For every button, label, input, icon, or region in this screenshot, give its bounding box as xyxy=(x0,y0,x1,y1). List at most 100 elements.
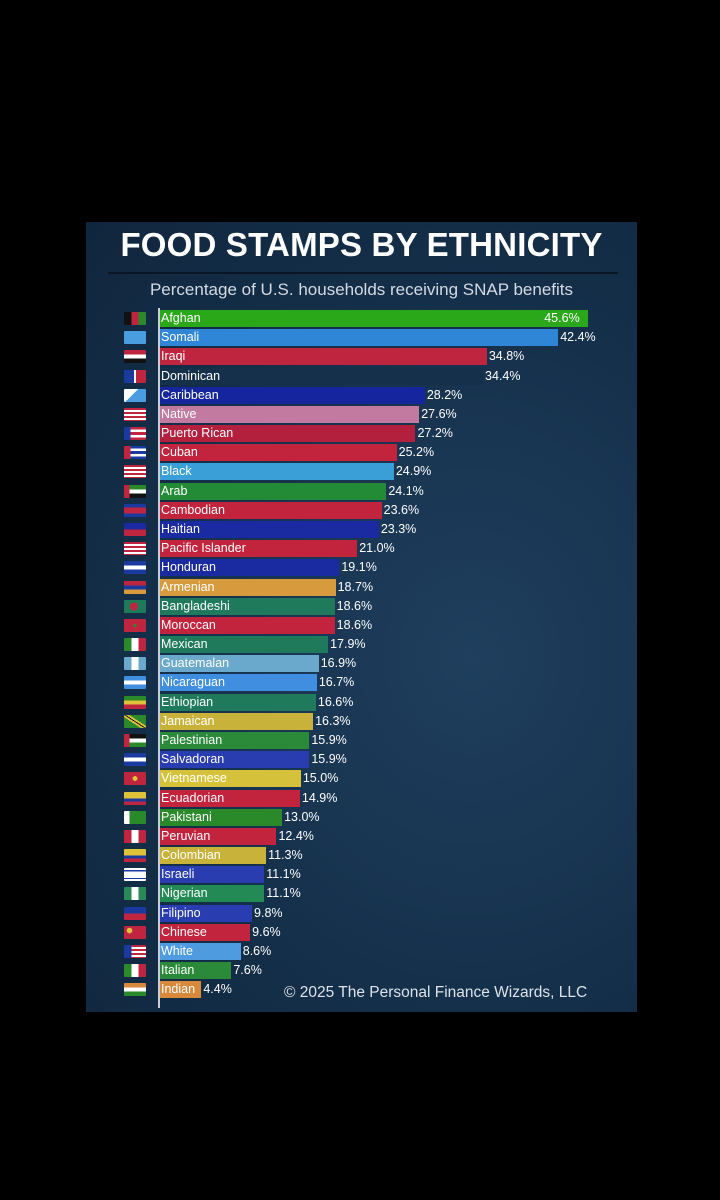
flag-icon xyxy=(124,906,146,920)
flag-icon xyxy=(124,810,146,824)
bar xyxy=(160,540,358,558)
category-label: Bangladeshi xyxy=(161,598,230,613)
bar xyxy=(160,559,340,577)
flag-icon xyxy=(124,983,146,997)
flag-icon xyxy=(124,599,146,613)
bar-row: Dominican 34.4% xyxy=(86,367,637,386)
bar-row: Somali 42.4% xyxy=(86,328,637,347)
data-label: 19.1% xyxy=(341,560,377,575)
bar-row: Arab 24.1% xyxy=(86,482,637,501)
bar-row: Nigerian 11.1% xyxy=(86,884,637,903)
bar-row: Chinese 9.6% xyxy=(86,923,637,942)
data-label: 21.0% xyxy=(359,541,395,556)
bar xyxy=(160,674,317,692)
bar xyxy=(160,520,379,538)
flag-icon xyxy=(124,503,146,517)
flag-icon xyxy=(124,580,146,594)
bar xyxy=(160,827,277,845)
data-label: 16.6% xyxy=(317,694,354,709)
flag-icon xyxy=(124,829,146,843)
bar-row: Bangladeshi 18.6% xyxy=(86,597,637,616)
flag-icon xyxy=(124,676,146,690)
bar-row: Iraqi 34.8% xyxy=(86,347,637,366)
data-label: 16.7% xyxy=(318,675,355,690)
data-label: 17.9% xyxy=(330,637,366,652)
title-divider xyxy=(108,272,618,274)
bar xyxy=(160,923,251,941)
category-label: Haitian xyxy=(161,521,200,536)
data-label: 24.9% xyxy=(395,464,432,479)
flag-icon xyxy=(124,925,146,939)
data-label: 15.9% xyxy=(311,732,347,747)
flag-icon xyxy=(124,944,146,958)
bar xyxy=(160,616,335,634)
flag-icon xyxy=(124,522,146,536)
bar-row: Cambodian 23.6% xyxy=(86,501,637,520)
data-label: 15.0% xyxy=(302,771,339,786)
bar-row: Filipino 9.8% xyxy=(86,904,637,923)
category-label: Armenian xyxy=(161,579,215,594)
bar-row: Nicaraguan 16.7% xyxy=(86,673,637,692)
data-label: 25.2% xyxy=(398,445,435,460)
data-label: 11.1% xyxy=(266,886,301,901)
data-label: 27.6% xyxy=(421,406,457,421)
category-label: Palestinian xyxy=(161,732,223,747)
category-label: Filipino xyxy=(161,905,201,920)
flag-icon xyxy=(124,714,146,728)
flag-icon xyxy=(124,753,146,767)
bar xyxy=(160,482,387,500)
category-label: White xyxy=(161,943,193,958)
data-label: 9.6% xyxy=(252,924,281,939)
flag-icon xyxy=(124,388,146,402)
flag-icon xyxy=(124,484,146,498)
bar-row: Peruvian 12.4% xyxy=(86,827,637,846)
category-label: Arab xyxy=(161,483,188,498)
bar-row: Mexican 17.9% xyxy=(86,635,637,654)
category-label: Colombian xyxy=(161,848,221,863)
data-label: 23.6% xyxy=(383,502,420,517)
flag-icon xyxy=(124,887,146,901)
bar xyxy=(160,597,335,615)
data-label: 27.2% xyxy=(417,426,453,441)
data-label: 12.4% xyxy=(278,828,314,843)
category-label: Somali xyxy=(161,330,200,345)
flag-icon xyxy=(124,369,146,383)
bar xyxy=(160,962,232,980)
bar-row: White 8.6% xyxy=(86,942,637,961)
flag-icon xyxy=(124,849,146,863)
data-label: 9.8% xyxy=(254,905,283,920)
flag-icon xyxy=(124,465,146,479)
flag-icon xyxy=(124,791,146,805)
chart-title: FOOD STAMPS BY ETHNICITY xyxy=(120,226,603,263)
category-label: Pacific Islander xyxy=(161,541,246,556)
bar xyxy=(160,942,241,960)
bar xyxy=(160,731,310,749)
flag-icon xyxy=(124,561,146,575)
category-label: Jamaican xyxy=(161,713,215,728)
bar-row: Italian 7.6% xyxy=(86,961,637,980)
flag-icon xyxy=(124,618,146,632)
bar-row: Honduran 19.1% xyxy=(86,558,637,577)
data-label: 14.9% xyxy=(301,790,338,805)
category-label: Moroccan xyxy=(161,617,216,632)
bar-row: Salvadoran 15.9% xyxy=(86,750,637,769)
flag-icon xyxy=(124,695,146,709)
category-label: Ethiopian xyxy=(161,694,214,709)
bar xyxy=(160,770,301,788)
bar xyxy=(160,866,265,884)
flag-icon xyxy=(124,427,146,441)
flag-icon xyxy=(124,868,146,882)
category-label: Indian xyxy=(161,982,196,997)
flag-icon xyxy=(124,657,146,671)
bar-row: Puerto Rican 27.2% xyxy=(86,424,637,443)
data-label: 34.4% xyxy=(485,368,521,383)
category-label: Chinese xyxy=(161,924,207,939)
bar-row: Ecuadorian 14.9% xyxy=(86,789,637,808)
bar-row: Cuban 25.2% xyxy=(86,443,637,462)
category-label: Salvadoran xyxy=(161,752,225,767)
bar xyxy=(160,386,425,404)
data-label: 13.0% xyxy=(284,809,320,824)
category-label: Pakistani xyxy=(161,809,212,824)
bar-row: Israeli 11.1% xyxy=(86,865,637,884)
bar xyxy=(160,655,319,673)
